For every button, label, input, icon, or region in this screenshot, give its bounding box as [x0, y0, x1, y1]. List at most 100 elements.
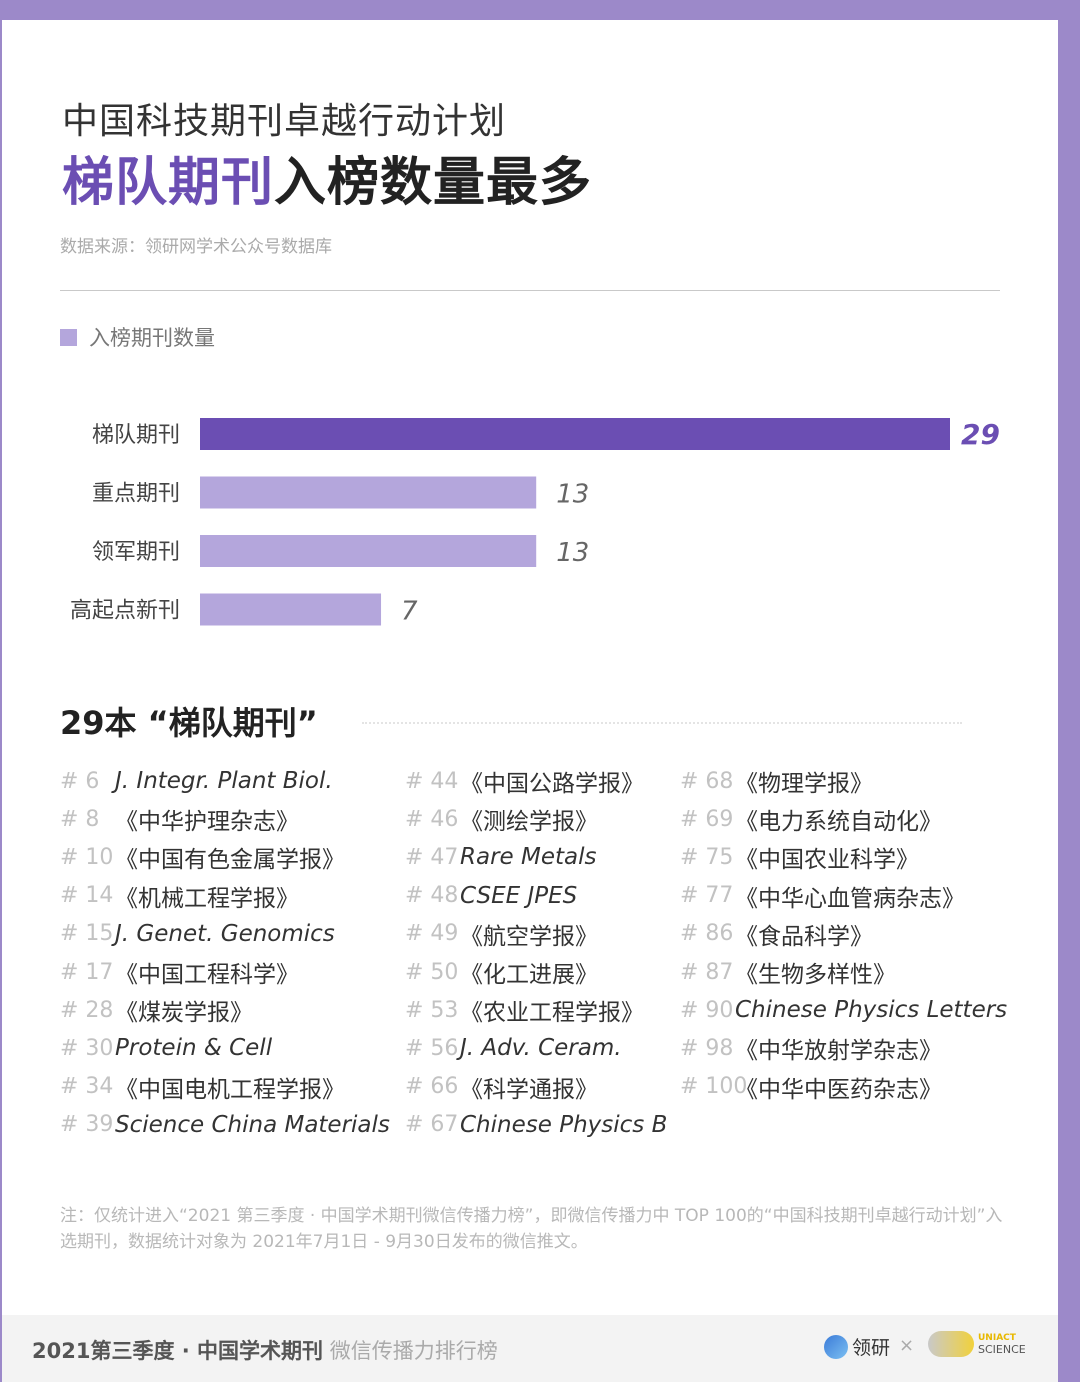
journal-item: # 34 《中国电机工程学报》: [60, 1068, 390, 1106]
journal-rank: # 17: [60, 959, 114, 985]
journal-name: Science China Materials: [115, 1111, 390, 1138]
journal-name: Chinese Physics B: [460, 1111, 668, 1138]
journal-rank: # 6: [60, 768, 100, 794]
journal-name: Rare Metals: [460, 844, 597, 871]
journal-item: # 100 《中华中医药杂志》: [680, 1068, 1007, 1106]
journal-name: 《机械工程学报》: [115, 885, 299, 912]
journal-rank: # 15: [60, 921, 114, 947]
category-label-3: 高起点新刊: [70, 599, 180, 624]
journal-item: # 46 《测绘学报》: [405, 800, 667, 838]
journal-item: # 17 《中国工程科学》: [60, 953, 390, 991]
journal-item: # 66 《科学通报》: [405, 1068, 667, 1106]
divider: [60, 290, 1000, 291]
journal-rank: # 98: [680, 1035, 734, 1061]
legend-swatch: [60, 328, 77, 346]
journal-item: # 39 Science China Materials: [60, 1106, 390, 1144]
uniact-logo-line2: SCIENCE: [978, 1343, 1026, 1356]
journal-item: # 53 《农业工程学报》: [405, 991, 667, 1029]
value-label-1: 13: [556, 480, 589, 510]
journal-name: 《物理学报》: [735, 771, 873, 798]
journal-name: J. Adv. Ceram.: [460, 1035, 622, 1062]
category-label-1: 重点期刊: [92, 482, 180, 507]
journal-name: 《中华放射学杂志》: [735, 1038, 942, 1065]
bar-3: [200, 593, 382, 626]
journal-item: # 8 《中华护理杂志》: [60, 800, 390, 838]
journal-rank: # 48: [405, 883, 459, 909]
journal-item: # 28 《煤炭学报》: [60, 991, 390, 1029]
journal-item: # 77 《中华心血管病杂志》: [680, 877, 1007, 915]
journal-name: 《中华护理杂志》: [115, 809, 299, 836]
journal-rank: # 28: [60, 997, 114, 1023]
bar-0: [200, 418, 950, 450]
journal-rank: # 90: [680, 997, 734, 1023]
journal-rank: # 66: [405, 1074, 459, 1100]
journal-item: # 47 Rare Metals: [405, 838, 667, 876]
value-label-3: 7: [401, 597, 418, 627]
journal-name: 《电力系统自动化》: [735, 809, 942, 836]
bar-chart: 梯队期刊 29 重点期刊 13 领军期刊 13 高起点新刊 7: [70, 418, 1000, 627]
journal-item: # 90 Chinese Physics Letters: [680, 991, 1007, 1029]
journal-name: 《生物多样性》: [735, 962, 896, 989]
journal-item: # 15 J. Genet. Genomics: [60, 915, 390, 953]
section-divider: [362, 722, 962, 724]
journal-item: # 10 《中国有色金属学报》: [60, 838, 390, 876]
journal-rank: # 56: [405, 1035, 459, 1061]
journal-name: 《中国农业科学》: [735, 847, 919, 874]
journal-rank: # 10: [60, 844, 114, 870]
title-line1: 中国科技期刊卓越行动计划: [62, 101, 507, 142]
journal-rank: # 87: [680, 959, 734, 985]
title-accent: 梯队期刊: [62, 153, 275, 213]
journal-name: 《食品科学》: [735, 923, 873, 950]
journal-rank: # 39: [60, 1112, 114, 1138]
journal-rank: # 44: [405, 768, 459, 794]
journal-name: 《中华中医药杂志》: [735, 1076, 942, 1103]
journal-column-3: # 68 《物理学报》 # 69 《电力系统自动化》 # 75 《中国农业科学》 # 77 《…: [680, 762, 1007, 1106]
journal-item: # 56 J. Adv. Ceram.: [405, 1029, 667, 1067]
times-icon: ×: [899, 1335, 915, 1356]
journal-item: # 68 《物理学报》: [680, 762, 1007, 800]
journal-name: 《测绘学报》: [460, 809, 598, 836]
globe-icon: [824, 1334, 848, 1359]
bar-2: [200, 535, 537, 567]
journal-item: # 44 《中国公路学报》: [405, 762, 667, 800]
journal-rank: # 49: [405, 921, 459, 947]
uniact-logo-line1: UNIACT: [978, 1333, 1016, 1343]
journal-rank: # 53: [405, 997, 459, 1023]
journal-name: 《煤炭学报》: [115, 1000, 253, 1027]
journal-item: # 98 《中华放射学杂志》: [680, 1029, 1007, 1067]
journal-rank: # 100: [680, 1074, 748, 1100]
journal-rank: # 67: [405, 1112, 459, 1138]
journal-rank: # 14: [60, 883, 114, 909]
journal-rank: # 86: [680, 921, 734, 947]
journal-rank: # 47: [405, 844, 459, 870]
journal-name: 《中华心血管病杂志》: [735, 885, 965, 912]
journal-item: # 75 《中国农业科学》: [680, 838, 1007, 876]
journal-rank: # 30: [60, 1035, 114, 1061]
journal-rank: # 50: [405, 959, 459, 985]
journal-name: 《中国电机工程学报》: [115, 1076, 345, 1103]
journal-item: # 30 Protein & Cell: [60, 1029, 390, 1067]
journal-name: 《中国有色金属学报》: [115, 847, 345, 874]
lingyan-logo-text: 领研: [852, 1337, 891, 1359]
journal-item: # 6 J. Integr. Plant Biol.: [60, 762, 390, 800]
journal-rank: # 68: [680, 768, 734, 794]
journal-name: Protein & Cell: [115, 1035, 273, 1062]
lingyan-logo: 领研: [824, 1333, 890, 1360]
footer-title: 2021第三季度 · 中国学术期刊 微信传播力排行榜: [32, 1335, 498, 1365]
journal-column-1: # 6 J. Integr. Plant Biol. # 8 《中华护理杂志》 # 10…: [60, 762, 390, 1144]
footer-title-bold: 2021第三季度 · 中国学术期刊: [32, 1339, 324, 1363]
journal-column-2: # 44 《中国公路学报》 # 46 《测绘学报》 # 47 Rare Metals # 4…: [405, 762, 667, 1144]
section-title: 29本 “梯队期刊”: [60, 704, 318, 742]
page-title: 梯队期刊入榜数量最多: [62, 140, 592, 215]
data-source: 数据来源：领研网学术公众号数据库: [60, 237, 332, 257]
journal-item: # 14 《机械工程学报》: [60, 877, 390, 915]
journal-item: # 48 CSEE JPES: [405, 877, 667, 915]
journal-rank: # 77: [680, 883, 734, 909]
value-label-2: 13: [556, 538, 589, 568]
category-label-0: 梯队期刊: [92, 423, 180, 448]
journal-name: Chinese Physics Letters: [735, 997, 1008, 1024]
journal-name: 《中国公路学报》: [460, 771, 644, 798]
uniact-science-logo: UNIACT SCIENCE: [928, 1331, 1026, 1357]
footer: 2021第三季度 · 中国学术期刊 微信传播力排行榜 领研 × UNIACT S…: [2, 1315, 1058, 1382]
journal-item: # 86 《食品科学》: [680, 915, 1007, 953]
